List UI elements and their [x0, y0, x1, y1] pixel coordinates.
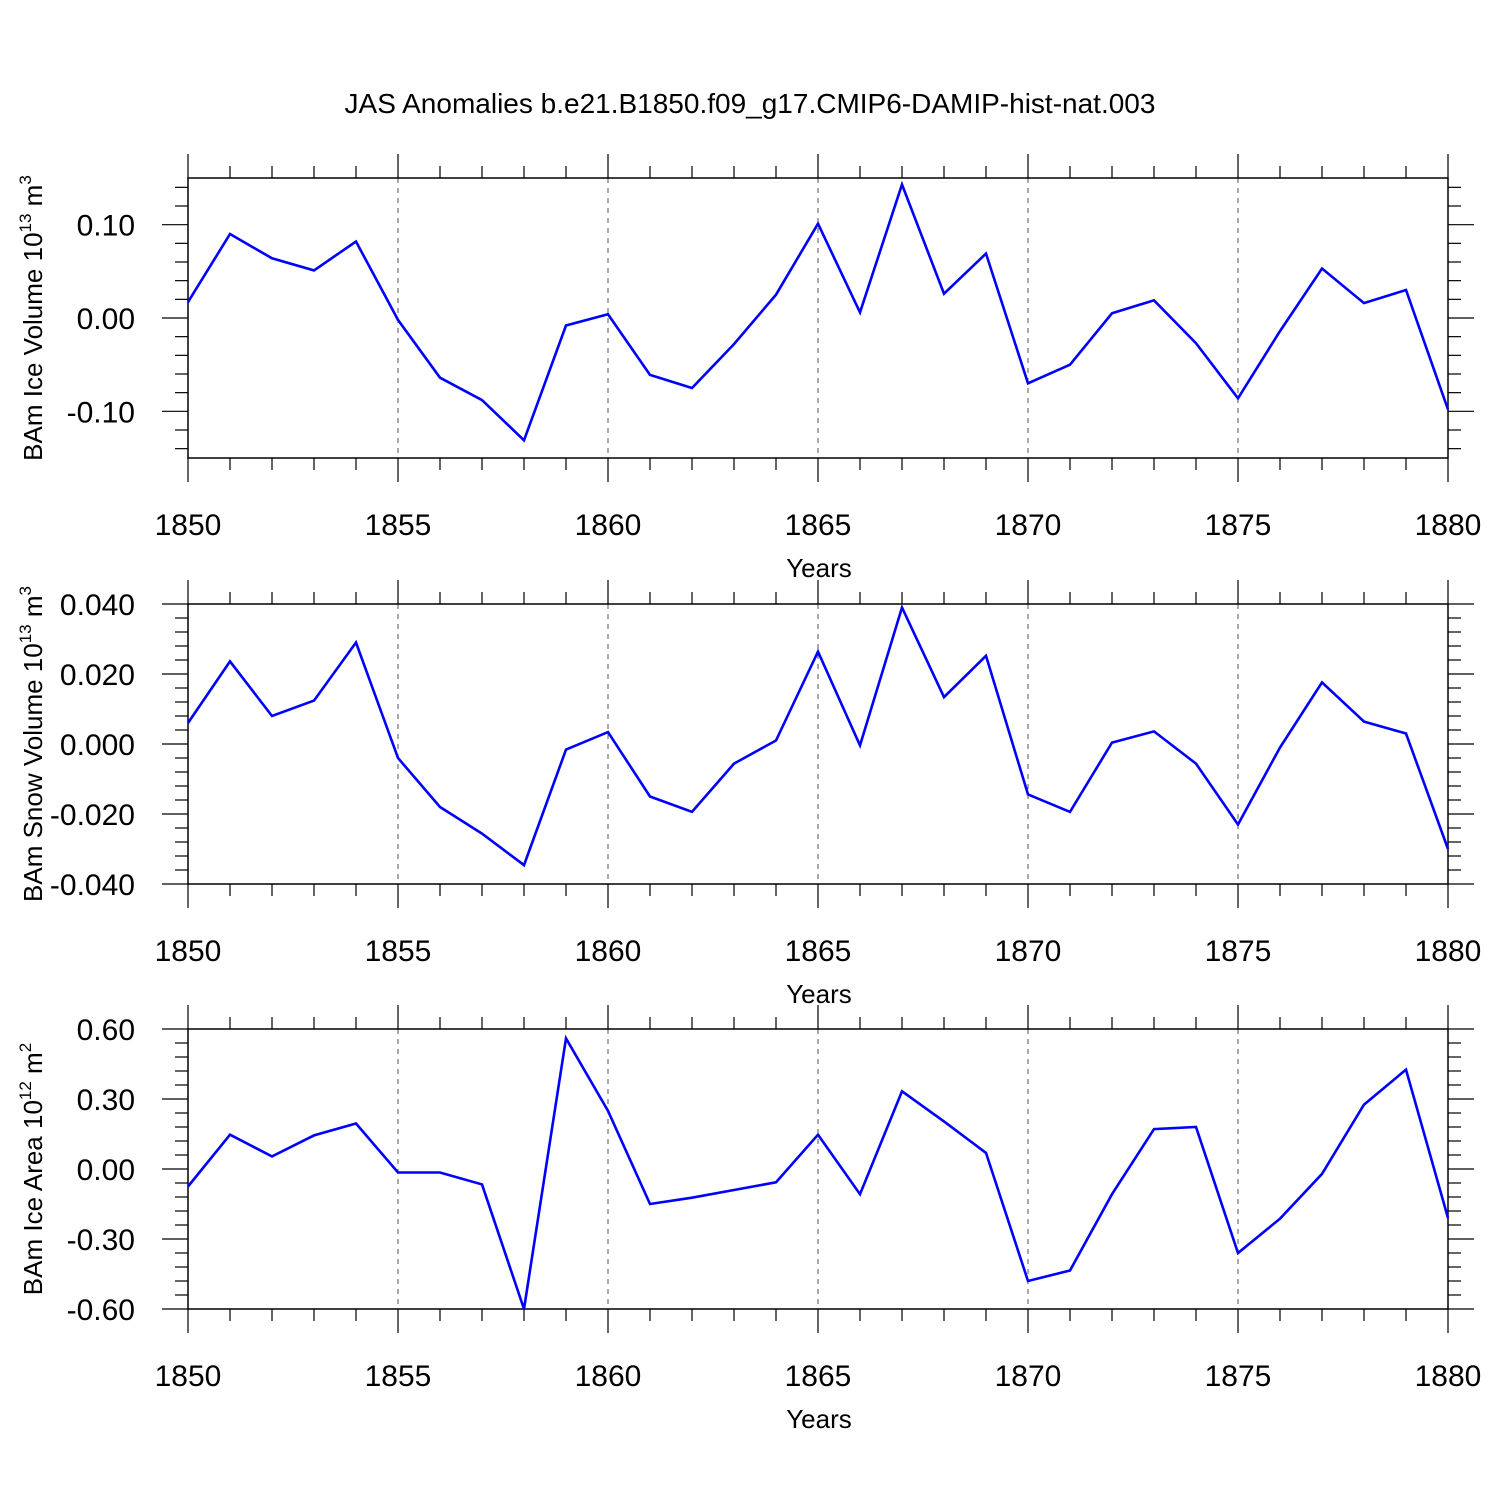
x-tick-label: 1860	[575, 1360, 642, 1393]
x-axis-label: Years	[786, 1404, 852, 1434]
x-tick-label: 1870	[995, 1360, 1062, 1393]
y-tick-label: -0.30	[67, 1224, 135, 1257]
x-tick-label: 1875	[1205, 935, 1272, 968]
y-tick-label: -0.10	[67, 396, 135, 429]
x-tick-label: 1875	[1205, 509, 1272, 542]
x-tick-label: 1870	[995, 509, 1062, 542]
x-tick-label: 1875	[1205, 1360, 1272, 1393]
y-tick-label: 0.00	[77, 303, 135, 336]
x-tick-label: 1850	[155, 509, 222, 542]
y-axis-label: BAm Ice Volume 1013 m3	[16, 175, 48, 461]
y-axis-label: BAm Ice Area 1012 m2	[16, 1043, 48, 1295]
y-tick-label: 0.000	[60, 729, 135, 762]
x-tick-label: 1880	[1415, 509, 1482, 542]
x-tick-label: 1880	[1415, 1360, 1482, 1393]
chart-title: JAS Anomalies b.e21.B1850.f09_g17.CMIP6-…	[344, 88, 1156, 119]
y-tick-label: -0.020	[50, 799, 135, 832]
series-line	[186, 1034, 1450, 1310]
x-tick-label: 1860	[575, 935, 642, 968]
series-line	[186, 603, 1450, 868]
y-tick-label: 0.10	[77, 210, 135, 243]
chart-panel-3: 1850 1855 1860 1865 1870 1875 1880 Years 0.60 0.3…	[16, 1005, 1481, 1434]
x-tick-label: 1850	[155, 1360, 222, 1393]
y-axis-label: BAm Snow Volume 1013 m3	[16, 586, 48, 902]
x-tick-label: 1855	[365, 1360, 432, 1393]
x-tick-label: 1870	[995, 935, 1062, 968]
x-tick-label: 1855	[365, 935, 432, 968]
y-tick-label: -0.040	[50, 869, 135, 902]
y-tick-label: 0.00	[77, 1154, 135, 1187]
chart-panel-1: 1850 1855 1860 1865 1870 1875 1880 Years 0.10 0.0…	[16, 154, 1481, 583]
y-tick-label: 0.020	[60, 659, 135, 692]
x-axis-label: Years	[786, 553, 852, 583]
series-line	[186, 180, 1450, 443]
x-tick-label: 1865	[785, 935, 852, 968]
x-tick-label: 1865	[785, 509, 852, 542]
x-tick-label: 1860	[575, 509, 642, 542]
x-tick-label: 1880	[1415, 935, 1482, 968]
x-tick-label: 1850	[155, 935, 222, 968]
chart-panel-2: 1850 1855 1860 1865 1870 1875 1880 Years 0.040 0.…	[16, 580, 1481, 1009]
y-tick-label: 0.040	[60, 589, 135, 622]
x-tick-label: 1855	[365, 509, 432, 542]
x-axis-label: Years	[786, 979, 852, 1009]
x-tick-label: 1865	[785, 1360, 852, 1393]
y-tick-label: 0.30	[77, 1084, 135, 1117]
y-tick-label: 0.60	[77, 1014, 135, 1047]
y-tick-label: -0.60	[67, 1294, 135, 1327]
